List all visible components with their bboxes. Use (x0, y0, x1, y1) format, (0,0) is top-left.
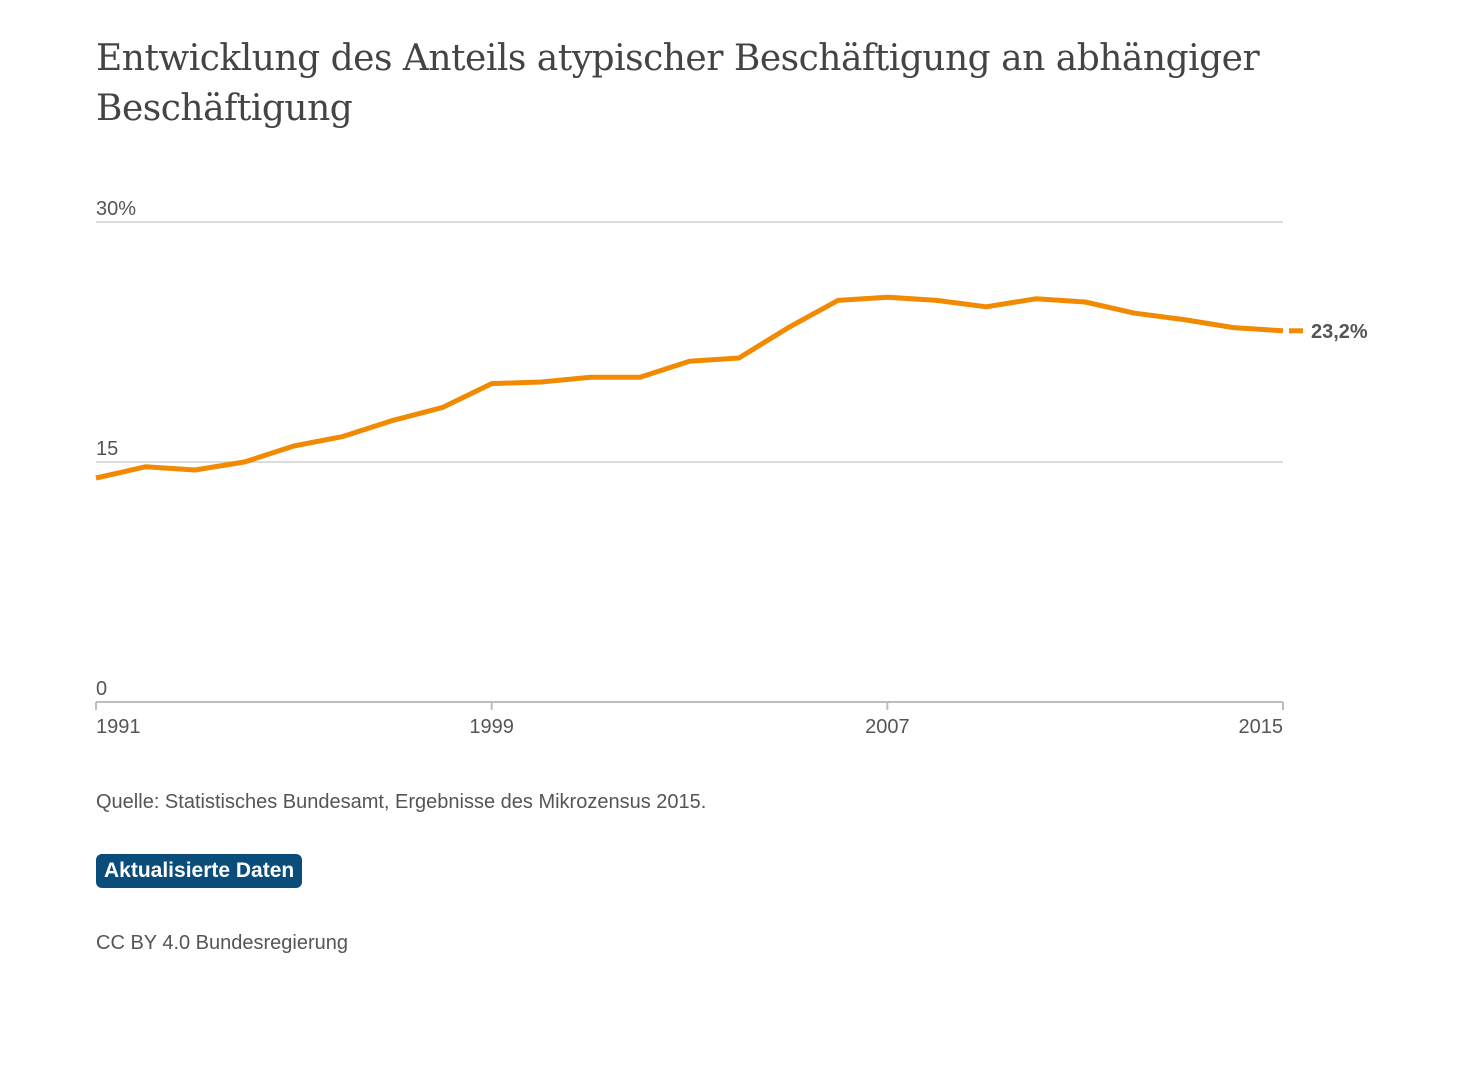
y-tick-label: 15 (96, 438, 118, 460)
y-tick-label: 0 (96, 678, 107, 700)
line-chart: 0 15 30% 1991 1999 2007 2015 23,2% (95, 198, 1368, 738)
source-note: Quelle: Statistisches Bundesamt, Ergebni… (96, 791, 707, 813)
license-note: CC BY 4.0 Bundesregierung (96, 932, 349, 954)
chart-title: Entwicklung des Anteils atypischer Besch… (96, 38, 1260, 129)
x-tick-labels: 1991 1999 2007 2015 (96, 716, 1283, 738)
end-label-group: 23,2% (1289, 321, 1368, 343)
grid-lines (96, 221, 1283, 463)
series-line (95, 294, 1284, 481)
x-axis (95, 701, 1284, 710)
series (95, 294, 1284, 481)
updated-data-button[interactable]: Aktualisierte Daten (96, 854, 303, 888)
x-tick-label: 1991 (96, 716, 141, 738)
end-value-label: 23,2% (1311, 321, 1368, 343)
y-tick-label: 30% (96, 198, 136, 220)
x-tick-label: 2015 (1239, 716, 1284, 738)
x-tick-label: 1999 (469, 716, 514, 738)
y-tick-labels: 0 15 30% (96, 198, 136, 700)
x-tick-label: 2007 (865, 716, 910, 738)
